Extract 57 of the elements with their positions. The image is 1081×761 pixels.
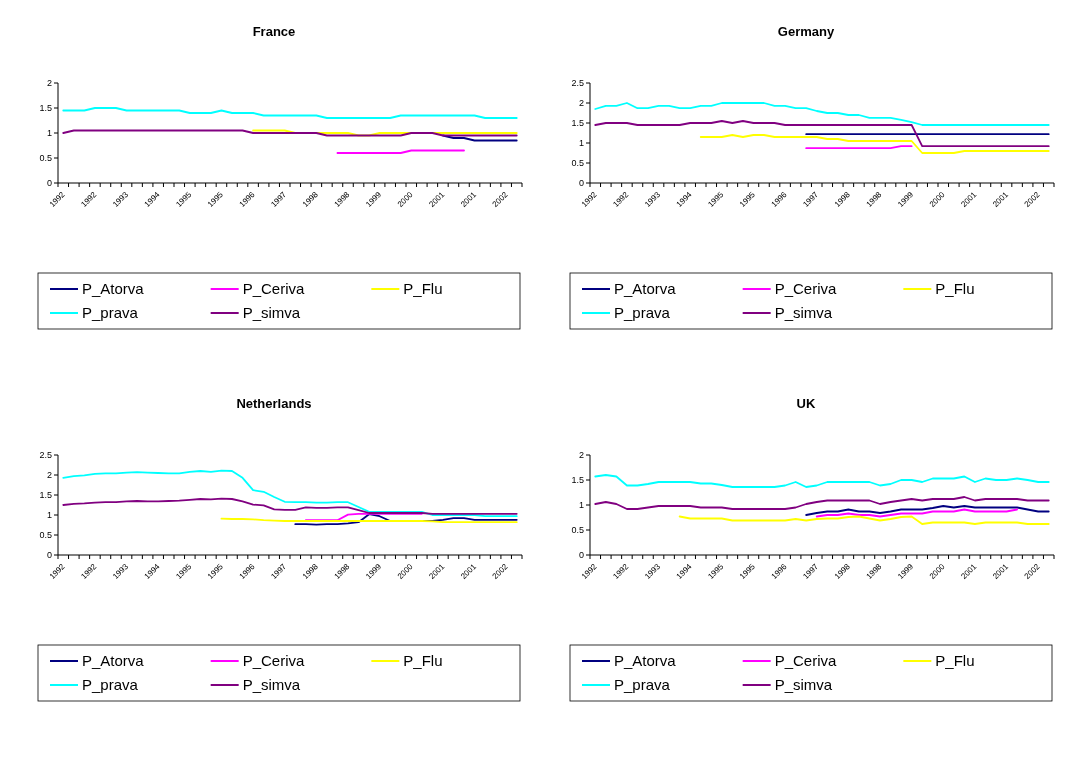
legend-label: P_Atorva	[82, 652, 145, 670]
line-series	[594, 474, 1050, 488]
legend-label: P_prava	[82, 304, 139, 322]
y-tick-label: 1.5	[571, 118, 584, 129]
y-tick-label: 2	[578, 450, 584, 461]
y-tick-label: 1	[46, 128, 52, 139]
y-tick-label: 0	[46, 550, 52, 561]
legend-label: P_Atorva	[614, 652, 677, 670]
y-tick-label: 0.5	[39, 153, 52, 164]
legend-label: P_prava	[614, 676, 671, 694]
line-series	[594, 120, 1050, 148]
chart-title: France	[252, 24, 296, 39]
y-tick-label: 2	[46, 470, 52, 481]
legend-label: P_Ceriva	[242, 280, 306, 298]
line-series	[678, 515, 1050, 525]
legend-label: P_Atorva	[82, 280, 145, 298]
y-tick-label: 0	[578, 550, 584, 561]
y-tick-label: 1.5	[39, 490, 52, 501]
y-tick-label: 0	[578, 178, 584, 189]
legend-label: P_simva	[242, 304, 301, 322]
line-series	[62, 469, 518, 518]
legend-label: P_Ceriva	[774, 280, 838, 298]
line-series	[594, 496, 1050, 510]
legend-label: P_Flu	[935, 280, 975, 298]
legend-label: P_Flu	[935, 652, 975, 670]
y-tick-label: 1	[46, 510, 52, 521]
legend-label: P_Atorva	[614, 280, 677, 298]
legend-label: P_simva	[774, 676, 833, 694]
y-tick-label: 1	[578, 500, 584, 511]
y-tick-label: 0	[46, 178, 52, 189]
legend-label: P_Ceriva	[242, 652, 306, 670]
line-series	[594, 102, 1050, 126]
line-series	[805, 505, 1050, 516]
chart-title: UK	[796, 396, 816, 411]
legend-label: P_simva	[242, 676, 301, 694]
y-tick-label: 2	[46, 78, 52, 89]
line-series	[62, 107, 518, 119]
y-tick-label: 0.5	[571, 525, 584, 536]
legend-label: P_Ceriva	[774, 652, 838, 670]
y-tick-label: 0.5	[571, 158, 584, 169]
legend-label: P_prava	[82, 676, 139, 694]
chart-title: Netherlands	[236, 396, 312, 411]
line-series	[815, 508, 1018, 518]
chart-title: Germany	[777, 24, 835, 39]
y-tick-label: 1.5	[571, 475, 584, 486]
y-tick-label: 2.5	[571, 78, 584, 89]
legend-label: P_simva	[774, 304, 833, 322]
legend-label: P_prava	[614, 304, 671, 322]
y-tick-label: 1	[578, 138, 584, 149]
legend-label: P_Flu	[403, 280, 443, 298]
y-tick-label: 2	[578, 98, 584, 109]
y-tick-label: 1.5	[39, 103, 52, 114]
line-series	[62, 497, 518, 515]
line-series	[699, 134, 1050, 154]
y-tick-label: 2.5	[39, 450, 52, 461]
y-tick-label: 0.5	[39, 530, 52, 541]
legend-label: P_Flu	[403, 652, 443, 670]
